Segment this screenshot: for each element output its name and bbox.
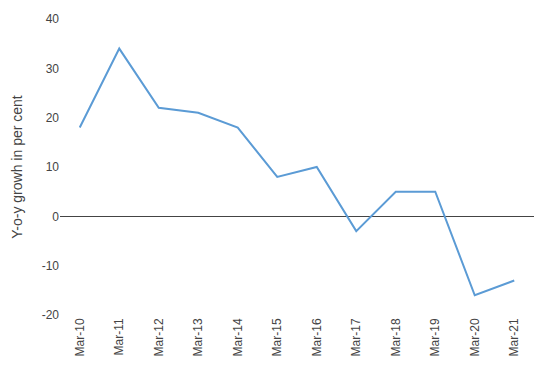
svg-text:Mar-14: Mar-14 [231, 318, 245, 356]
svg-text:Mar-13: Mar-13 [191, 318, 205, 356]
svg-text:40: 40 [46, 12, 60, 26]
svg-text:Y-o-y growh in per cent: Y-o-y growh in per cent [9, 95, 25, 239]
svg-text:10: 10 [46, 160, 60, 174]
svg-text:Mar-15: Mar-15 [270, 318, 284, 356]
svg-text:Mar-12: Mar-12 [152, 318, 166, 356]
svg-text:Mar-16: Mar-16 [310, 318, 324, 356]
svg-text:20: 20 [46, 111, 60, 125]
svg-text:0: 0 [52, 210, 59, 224]
svg-text:-10: -10 [42, 259, 60, 273]
svg-text:Mar-21: Mar-21 [507, 318, 521, 356]
svg-text:-20: -20 [42, 308, 60, 322]
svg-text:Mar-17: Mar-17 [349, 318, 363, 356]
svg-text:Mar-11: Mar-11 [112, 318, 126, 355]
svg-text:Mar-20: Mar-20 [468, 318, 482, 356]
svg-text:Mar-18: Mar-18 [389, 318, 403, 356]
svg-text:30: 30 [46, 62, 60, 76]
svg-text:Mar-10: Mar-10 [73, 318, 87, 356]
svg-text:Mar-19: Mar-19 [428, 318, 442, 356]
